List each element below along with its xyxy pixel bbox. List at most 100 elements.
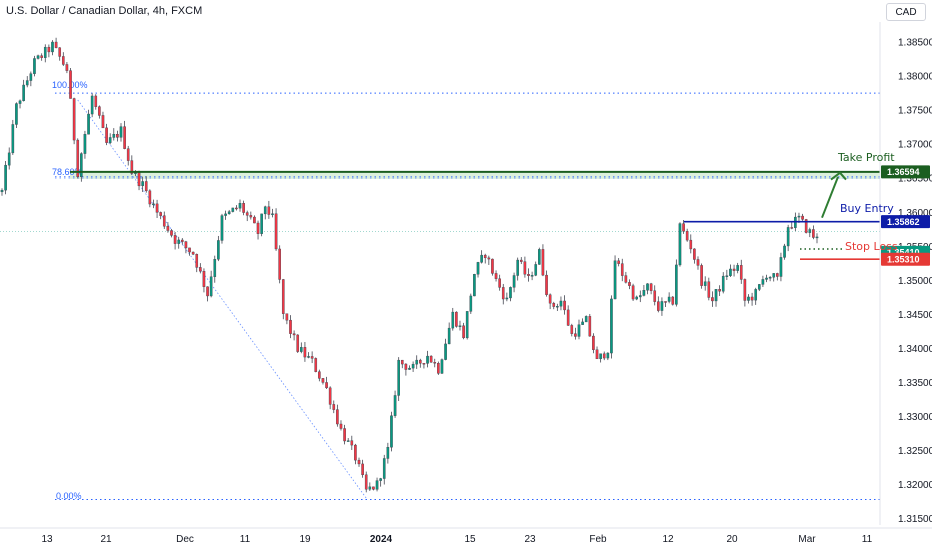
candle-body <box>595 349 599 360</box>
candle <box>72 97 76 145</box>
candle-body <box>527 274 530 276</box>
candle <box>599 353 602 363</box>
candle-body <box>375 480 379 490</box>
candle-body <box>404 363 408 370</box>
candle <box>231 207 235 213</box>
candle-body <box>386 447 390 459</box>
y-tick-label: 1.35000 <box>898 276 932 287</box>
candle <box>227 209 231 215</box>
candle-body <box>144 181 148 192</box>
candle-body <box>4 164 7 191</box>
candle-body <box>15 103 18 125</box>
candle <box>289 315 292 339</box>
candle <box>754 287 758 305</box>
candle-body <box>487 257 491 260</box>
candle-body <box>783 245 786 258</box>
candle-body <box>184 241 188 249</box>
candle-body <box>429 355 433 363</box>
candle-body <box>729 268 732 276</box>
candle <box>65 62 69 74</box>
candle-body <box>346 440 350 442</box>
candle-body <box>101 115 105 129</box>
candle-body <box>314 358 318 372</box>
candle-body <box>469 295 473 312</box>
candle <box>47 44 51 58</box>
take-profit-price-label: 1.36594 <box>887 167 920 177</box>
candle <box>757 284 761 292</box>
candle-body <box>227 211 231 215</box>
candle-body <box>217 240 220 260</box>
candle-body <box>476 262 480 275</box>
candle-body <box>494 273 498 279</box>
candle-body <box>253 216 256 224</box>
candle <box>372 486 375 491</box>
candle <box>693 248 696 264</box>
candle-body <box>566 309 570 326</box>
candle-body <box>260 213 263 234</box>
candle-body <box>530 275 534 277</box>
candle-body <box>321 378 325 383</box>
candle-body <box>58 47 62 57</box>
candle-body <box>152 203 155 206</box>
candle <box>577 319 581 340</box>
chart-title: U.S. Dollar / Canadian Dollar, 4h, FXCM <box>6 5 202 17</box>
candle-body <box>462 325 465 339</box>
take-profit-zone <box>70 171 880 179</box>
candle-body <box>408 367 411 370</box>
candle-body <box>166 226 170 231</box>
candle-body <box>541 249 545 276</box>
candle <box>444 338 447 361</box>
candle-body <box>465 311 469 339</box>
candle-body <box>328 387 332 405</box>
candle <box>4 161 7 195</box>
y-tick-label: 1.33000 <box>898 412 932 423</box>
candle <box>354 443 357 465</box>
candle-body <box>624 275 628 283</box>
candle <box>783 243 786 260</box>
take-profit-price-label-box <box>881 165 930 179</box>
candle <box>112 128 116 141</box>
candle-body <box>310 356 314 359</box>
candle-body <box>516 259 520 276</box>
candle-body <box>458 325 462 327</box>
candle-body <box>689 239 693 250</box>
candle-body <box>415 359 419 365</box>
candle-body <box>581 321 584 325</box>
candle-body <box>563 300 566 311</box>
candle <box>635 295 639 301</box>
candle-body <box>797 215 801 218</box>
candle <box>361 459 364 478</box>
candle-body <box>631 285 635 300</box>
candle <box>642 285 646 297</box>
candle <box>271 208 274 218</box>
candle <box>451 307 455 331</box>
y-tick-label: 1.32500 <box>898 446 932 457</box>
candle-body <box>483 254 487 259</box>
candle <box>465 311 469 340</box>
candle <box>476 261 480 278</box>
candle <box>191 251 195 256</box>
y-tick-label: 1.36500 <box>898 174 932 185</box>
candle-body <box>123 126 126 149</box>
candle-body <box>7 152 11 166</box>
candle <box>404 363 408 376</box>
candle <box>346 438 350 442</box>
candle <box>678 222 682 267</box>
candle-body <box>696 259 700 266</box>
candle-body <box>498 278 501 288</box>
candle-body <box>552 302 556 307</box>
candle <box>137 170 141 191</box>
candle <box>530 271 534 281</box>
candle-body <box>357 459 361 465</box>
stop-loss-label: Stop Loss <box>845 240 898 253</box>
candle-body <box>292 333 296 336</box>
candle <box>382 454 386 485</box>
candle-body <box>83 134 87 154</box>
currency-selector-button[interactable]: CAD <box>886 3 926 21</box>
candle <box>328 386 332 410</box>
y-tick-label: 1.33500 <box>898 378 932 389</box>
candle-body <box>299 347 303 352</box>
candle <box>206 286 209 302</box>
candle-body <box>707 281 711 298</box>
